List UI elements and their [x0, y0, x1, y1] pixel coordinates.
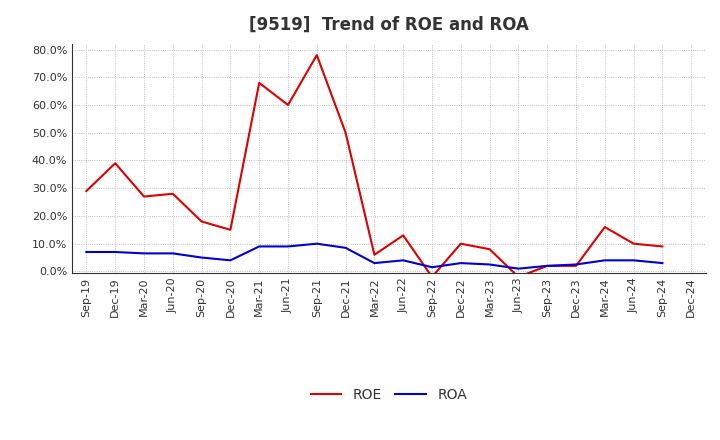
- ROE: [543, 263, 552, 268]
- ROE: [255, 80, 264, 85]
- ROE: [140, 194, 148, 199]
- ROE: [428, 274, 436, 279]
- ROA: [111, 249, 120, 255]
- ROE: [456, 241, 465, 246]
- Legend: ROE, ROA: ROE, ROA: [305, 383, 472, 408]
- Line: ROE: ROE: [86, 55, 662, 277]
- ROE: [514, 274, 523, 279]
- ROA: [456, 260, 465, 266]
- ROA: [312, 241, 321, 246]
- ROA: [600, 258, 609, 263]
- ROA: [572, 262, 580, 267]
- ROE: [399, 233, 408, 238]
- ROE: [370, 252, 379, 257]
- ROA: [428, 264, 436, 270]
- ROA: [514, 266, 523, 271]
- ROA: [341, 245, 350, 250]
- ROE: [658, 244, 667, 249]
- ROE: [629, 241, 638, 246]
- ROE: [82, 188, 91, 194]
- Title: [9519]  Trend of ROE and ROA: [9519] Trend of ROE and ROA: [249, 16, 528, 34]
- ROE: [226, 227, 235, 232]
- ROA: [370, 260, 379, 266]
- ROA: [543, 263, 552, 268]
- ROA: [284, 244, 292, 249]
- ROE: [197, 219, 206, 224]
- ROA: [82, 249, 91, 255]
- ROA: [485, 262, 494, 267]
- ROA: [197, 255, 206, 260]
- ROE: [341, 130, 350, 136]
- ROA: [168, 251, 177, 256]
- ROA: [226, 258, 235, 263]
- ROE: [168, 191, 177, 196]
- ROA: [629, 258, 638, 263]
- ROA: [255, 244, 264, 249]
- ROA: [399, 258, 408, 263]
- Line: ROA: ROA: [86, 244, 662, 269]
- ROE: [312, 52, 321, 58]
- ROE: [485, 246, 494, 252]
- ROE: [111, 161, 120, 166]
- ROE: [600, 224, 609, 230]
- ROE: [572, 263, 580, 268]
- ROE: [284, 103, 292, 108]
- ROA: [658, 260, 667, 266]
- ROA: [140, 251, 148, 256]
